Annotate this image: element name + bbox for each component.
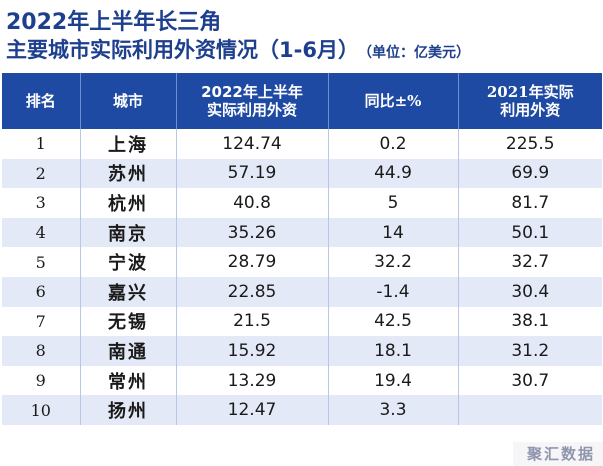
city-cell: 南京 [79, 217, 176, 248]
table-row: 5 宁波 28.79 32.2 32.7 [2, 247, 602, 277]
rank-cell: 10 [2, 395, 80, 425]
fdi-2022-h1-cell: 35.26 [175, 217, 328, 248]
city-cell: 扬州 [79, 395, 176, 425]
city-cell: 苏州 [79, 158, 176, 189]
header-h1-2022-line2: 实际利用外资 [206, 101, 297, 119]
fdi-2021-cell: 50.1 [457, 217, 602, 248]
table-row: 3 杭州 40.8 5 81.7 [2, 188, 602, 218]
yoy-change-cell: -1.4 [327, 276, 458, 307]
fdi-2022-h1-cell: 15.92 [175, 336, 328, 366]
rank-cell: 1 [2, 129, 80, 159]
fdi-table: 排名 城市 2022年上半年 实际利用外资 同比±% 2021年实际 利用外资 … [2, 73, 602, 425]
header-yoy: 同比±% [327, 73, 458, 129]
city-cell: 宁波 [79, 247, 176, 277]
table-row: 8 南通 15.92 18.1 31.2 [2, 336, 602, 366]
fdi-2022-h1-cell: 13.29 [175, 365, 328, 396]
rank-cell: 2 [2, 158, 80, 189]
yoy-change-cell: 5 [327, 188, 458, 218]
header-2021-line1: 2021年实际 [486, 83, 574, 101]
fdi-2022-h1-cell: 12.47 [175, 395, 328, 425]
page-subtitle: 主要城市实际利用外资情况（1-6月） （单位：亿美元） [6, 34, 470, 64]
page-title: 2022年上半年长三角 [6, 10, 222, 35]
table-row: 9 常州 13.29 19.4 30.7 [2, 365, 602, 396]
fdi-2022-h1-cell: 22.85 [175, 276, 328, 307]
rank-cell: 6 [2, 276, 80, 307]
rank-cell: 9 [2, 365, 80, 396]
table-row: 2 苏州 57.19 44.9 69.9 [2, 158, 602, 189]
yoy-change-cell: 18.1 [327, 336, 458, 366]
header-city: 城市 [79, 73, 176, 129]
header-2021-line2: 利用外资 [500, 101, 561, 119]
fdi-2021-cell: 30.4 [457, 276, 602, 307]
header-h1-2022: 2022年上半年 实际利用外资 [175, 73, 328, 129]
fdi-2021-cell: 69.9 [457, 158, 602, 189]
city-cell: 杭州 [79, 188, 176, 218]
table-header-row: 排名 城市 2022年上半年 实际利用外资 同比±% 2021年实际 利用外资 [2, 73, 602, 129]
fdi-2021-cell: 31.2 [457, 336, 602, 366]
header-2021: 2021年实际 利用外资 [457, 73, 602, 129]
rank-cell: 4 [2, 217, 80, 248]
fdi-2022-h1-cell: 57.19 [175, 158, 328, 189]
header-rank: 排名 [2, 73, 80, 129]
yoy-change-cell: 44.9 [327, 158, 458, 189]
table-row: 1 上海 124.74 0.2 225.5 [2, 129, 602, 159]
city-cell: 无锡 [79, 306, 176, 337]
rank-cell: 5 [2, 247, 80, 277]
city-cell: 南通 [79, 336, 176, 366]
yoy-change-cell: 32.2 [327, 247, 458, 277]
fdi-2022-h1-cell: 28.79 [175, 247, 328, 277]
fdi-2022-h1-cell: 40.8 [175, 188, 328, 218]
subtitle-text: 主要城市实际利用外资情况（1-6月） [6, 38, 359, 62]
fdi-2021-cell: 30.7 [457, 365, 602, 396]
table-row: 6 嘉兴 22.85 -1.4 30.4 [2, 276, 602, 307]
table-row: 7 无锡 21.5 42.5 38.1 [2, 306, 602, 337]
city-cell: 嘉兴 [79, 276, 176, 307]
fdi-2021-cell: 38.1 [457, 306, 602, 337]
table-row: 10 扬州 12.47 3.3 [2, 395, 602, 425]
watermark-logo: 聚汇数据 [512, 442, 603, 466]
fdi-2022-h1-cell: 124.74 [175, 129, 328, 159]
yoy-change-cell: 3.3 [327, 395, 458, 425]
yoy-change-cell: 42.5 [327, 306, 458, 337]
yoy-change-cell: 0.2 [327, 129, 458, 159]
fdi-2021-cell [457, 395, 602, 425]
yoy-change-cell: 19.4 [327, 365, 458, 396]
city-cell: 常州 [79, 365, 176, 396]
fdi-2022-h1-cell: 21.5 [175, 306, 328, 337]
table-row: 4 南京 35.26 14 50.1 [2, 217, 602, 248]
rank-cell: 8 [2, 336, 80, 366]
rank-cell: 7 [2, 306, 80, 337]
table-body: 1 上海 124.74 0.2 225.5 2 苏州 57.19 44.9 69.9 3 杭州 40.8… [2, 129, 602, 425]
fdi-2021-cell: 81.7 [457, 188, 602, 218]
unit-note: （单位：亿美元） [364, 45, 470, 61]
fdi-2021-cell: 32.7 [457, 247, 602, 277]
yoy-change-cell: 14 [327, 217, 458, 248]
header-h1-2022-line1: 2022年上半年 [201, 83, 303, 101]
fdi-2021-cell: 225.5 [457, 129, 602, 159]
rank-cell: 3 [2, 188, 80, 218]
city-cell: 上海 [79, 129, 176, 159]
